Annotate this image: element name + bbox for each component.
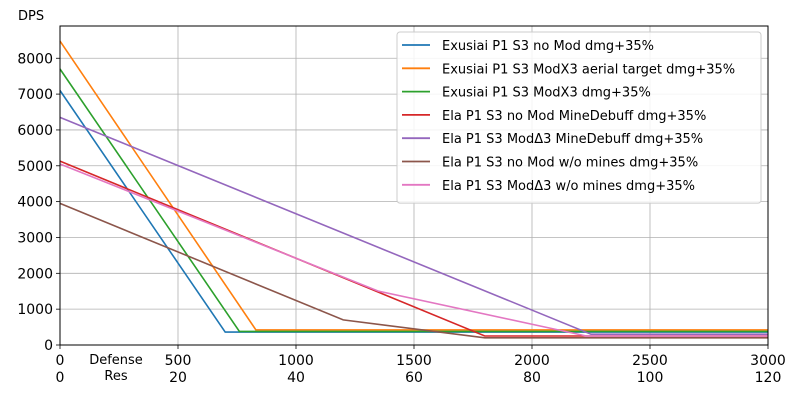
y-tick-label: 0 bbox=[44, 338, 53, 354]
x-tick-label: 2000 bbox=[514, 353, 550, 369]
x-tick-label: 2500 bbox=[632, 353, 668, 369]
x-tick-label-res: 60 bbox=[405, 370, 423, 386]
y-tick-label: 2000 bbox=[17, 266, 53, 282]
axis-ticks: 0050020100040150060200080250010030001200… bbox=[17, 51, 785, 386]
legend-entry: Exusiai P1 S3 ModX3 aerial target dmg+35… bbox=[442, 62, 735, 77]
x-tick-label: 500 bbox=[165, 353, 192, 369]
x-tick-label: 1500 bbox=[396, 353, 432, 369]
series-line bbox=[59, 202, 768, 339]
series-lines bbox=[59, 40, 768, 339]
y-tick-label: 1000 bbox=[17, 302, 53, 318]
x-tick-label-res: 100 bbox=[637, 370, 664, 386]
x-tick-label-res: 40 bbox=[287, 370, 305, 386]
y-tick-label: 5000 bbox=[17, 159, 53, 175]
x-tick-label: 1000 bbox=[278, 353, 314, 369]
legend: Exusiai P1 S3 no Mod dmg+35% Exusiai P1 S… bbox=[396, 31, 762, 204]
legend-entry: Ela P1 S3 no Mod w/o mines dmg+35% bbox=[442, 156, 698, 171]
series-line bbox=[59, 68, 768, 333]
x-axis-label-res: Res bbox=[104, 369, 127, 384]
y-tick-label: 6000 bbox=[17, 123, 53, 139]
series-line bbox=[59, 163, 768, 337]
legend-entry: Ela P1 S3 ModΔ3 MineDebuff dmg+35% bbox=[442, 132, 703, 147]
x-axis-label: Defense bbox=[89, 353, 143, 368]
y-tick-label: 8000 bbox=[17, 51, 53, 67]
y-tick-label: 4000 bbox=[17, 195, 53, 211]
x-tick-label-res: 120 bbox=[755, 370, 782, 386]
x-tick-label: 3000 bbox=[750, 353, 786, 369]
y-tick-label: 7000 bbox=[17, 87, 53, 103]
legend-entry: Ela P1 S3 ModΔ3 w/o mines dmg+35% bbox=[442, 179, 695, 194]
legend-entry: Exusiai P1 S3 no Mod dmg+35% bbox=[442, 39, 654, 54]
y-tick-label: 3000 bbox=[17, 230, 53, 246]
y-axis-label: DPS bbox=[18, 9, 44, 24]
legend-entry: Ela P1 S3 no Mod MineDebuff dmg+35% bbox=[442, 109, 706, 124]
legend-box bbox=[396, 31, 762, 204]
series-line bbox=[59, 40, 768, 331]
x-tick-label-res: 20 bbox=[169, 370, 187, 386]
x-tick-label-res: 80 bbox=[523, 370, 541, 386]
x-tick-label-res: 0 bbox=[56, 370, 65, 386]
series-line bbox=[59, 116, 768, 336]
x-tick-label: 0 bbox=[56, 353, 65, 369]
legend-entry: Exusiai P1 S3 ModX3 dmg+35% bbox=[442, 86, 651, 101]
